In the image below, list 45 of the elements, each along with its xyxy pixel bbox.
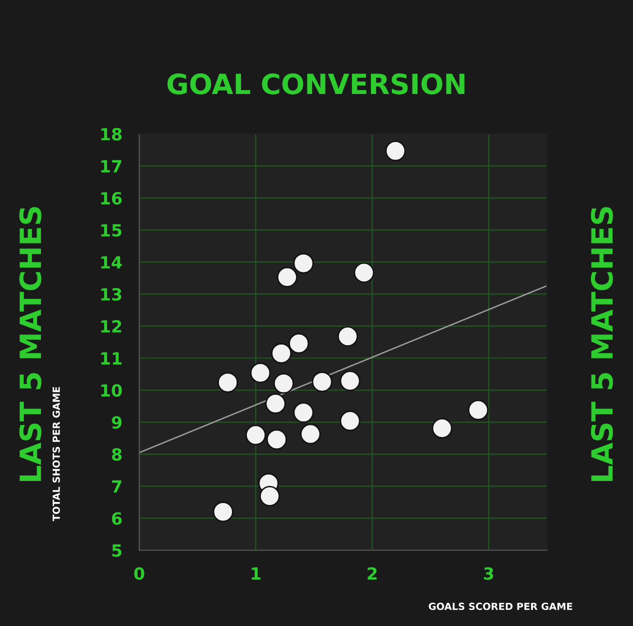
point [293, 402, 314, 423]
y-tick-label: 13 [101, 288, 122, 301]
y-tick-label: 15 [101, 224, 122, 237]
point [212, 502, 234, 522]
y-tick-label: 10 [101, 384, 122, 397]
point [354, 262, 374, 283]
point [245, 424, 266, 446]
point [265, 393, 286, 414]
point [273, 373, 294, 394]
x-tick-label: 2 [368, 567, 377, 580]
point [266, 429, 287, 450]
point [340, 410, 360, 432]
y-tick-label: 12 [101, 320, 122, 332]
y-axis-title: TOTAL SHOTS PER GAME [52, 387, 60, 522]
point [276, 266, 298, 288]
text: LAST 5 MATCHES [590, 207, 613, 481]
x-tick-label: 3 [484, 567, 494, 580]
point [312, 372, 332, 392]
x-tick-label: 0 [134, 567, 144, 580]
x-tick-label: 1 [252, 567, 260, 580]
point [293, 253, 314, 274]
y-tick-label: 14 [101, 256, 122, 268]
y-tick-label: 5 [112, 544, 122, 557]
point [259, 486, 280, 506]
y-tick-label: 7 [112, 480, 122, 493]
point [432, 418, 452, 439]
point [218, 372, 238, 393]
y-tick-label: 9 [112, 416, 122, 429]
y-tick-label: 11 [101, 352, 122, 364]
point [300, 424, 321, 444]
y-tick-label: 18 [101, 128, 122, 141]
point [337, 326, 358, 347]
point [288, 333, 310, 354]
point [271, 343, 292, 364]
text: LAST 5 MATCHES [19, 207, 42, 481]
point [250, 362, 271, 384]
chart-title: GOAL CONVERSION [167, 73, 464, 94]
y-tick-label: 17 [101, 160, 122, 172]
x-axis-title: GOALS SCORED PER GAME [428, 602, 572, 610]
y-tick-label: 6 [112, 512, 122, 525]
point [385, 140, 406, 162]
point [340, 370, 360, 392]
y-tick-label: 8 [112, 448, 122, 461]
point [468, 400, 488, 420]
y-tick-label: 16 [101, 192, 122, 205]
